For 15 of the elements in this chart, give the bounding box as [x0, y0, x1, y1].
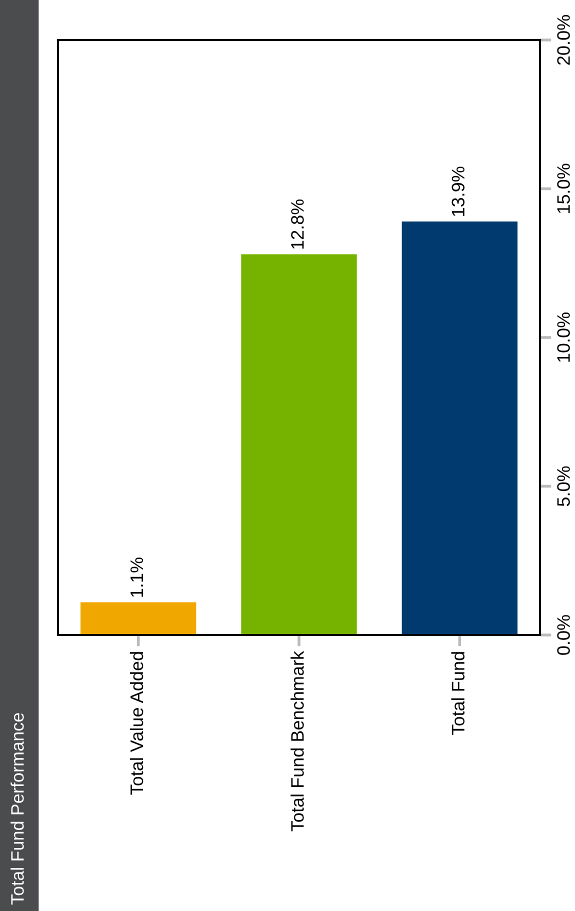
y-tick-label: 20.0% [557, 15, 570, 65]
text: Total Fund Performance [10, 713, 24, 905]
y-tick-label: 0.0% [557, 615, 570, 655]
x-tick-label: Total Value Added [130, 652, 144, 795]
bar [80, 602, 196, 635]
data-label: 13.9% [452, 166, 465, 216]
x-tick-label: Total Fund Benchmark [290, 650, 304, 832]
x-tick-label: Total Fund [451, 652, 465, 735]
y-tick-label: 5.0% [557, 466, 570, 506]
data-label: 12.8% [291, 199, 304, 249]
bar [402, 221, 518, 635]
bar [241, 254, 357, 635]
y-tick-label: 15.0% [557, 164, 570, 213]
y-tick-label: 10.0% [557, 312, 570, 362]
data-label: 1.1% [130, 558, 144, 597]
